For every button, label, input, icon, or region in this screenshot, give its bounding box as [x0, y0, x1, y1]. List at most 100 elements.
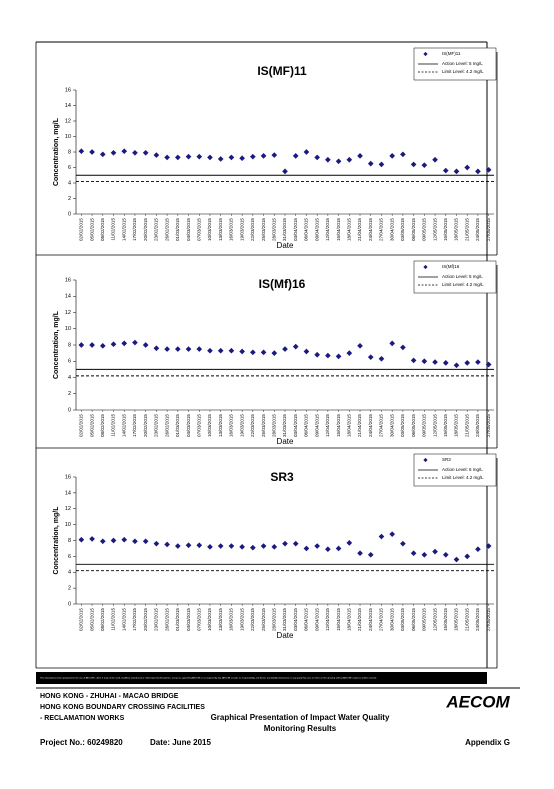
data-point [410, 357, 417, 364]
x-tick-label: 04/03/2015 [186, 218, 191, 241]
x-tick-label: 13/03/2015 [218, 218, 223, 241]
legend-label: Limit Level: 4.2 mg/L [442, 69, 484, 74]
y-tick-label: 0 [68, 407, 71, 413]
x-tick-label: 06/04/2015 [304, 608, 309, 631]
data-point [485, 166, 492, 173]
y-tick-label: 2 [68, 391, 71, 397]
data-point [228, 154, 235, 161]
x-tick-label: 03/05/2015 [400, 608, 405, 631]
data-point [110, 537, 117, 544]
x-tick-label: 27/05/2015 [486, 414, 491, 437]
data-point [314, 351, 320, 358]
x-tick-label: 18/04/2015 [347, 414, 352, 437]
x-tick-label: 10/03/2015 [207, 414, 212, 437]
data-point [303, 348, 310, 355]
x-tick-label: 03/04/2015 [293, 608, 298, 631]
data-point [132, 339, 138, 346]
project-line: HONG KONG - ZHUHAI - MACAO BRIDGE [40, 693, 179, 700]
data-point [110, 341, 117, 348]
project-no: Project No.: 60249820 [40, 738, 123, 747]
x-tick-label: 02/02/2015 [79, 608, 84, 631]
x-tick-label: 05/02/2015 [89, 414, 94, 437]
data-point [260, 153, 267, 159]
project-line: HONG KONG BOUNDARY CROSSING FACILITIES [40, 704, 205, 711]
x-tick-label: 19/03/2015 [239, 218, 244, 241]
x-axis-label: Date [277, 631, 294, 640]
y-tick-label: 4 [68, 570, 71, 576]
x-tick-label: 12/04/2015 [325, 608, 330, 631]
x-tick-label: 25/03/2015 [261, 608, 266, 631]
x-tick-label: 14/02/2015 [121, 608, 126, 631]
legend-label: Action Level: 5 mg/L [442, 61, 483, 66]
data-point [367, 551, 374, 558]
data-point [475, 168, 481, 175]
data-point [442, 551, 449, 558]
data-point [121, 536, 128, 543]
data-point [475, 359, 481, 365]
x-tick-label: 09/05/2015 [422, 608, 427, 631]
x-tick-label: 02/02/2015 [79, 414, 84, 437]
x-tick-label: 09/05/2015 [422, 218, 427, 241]
y-tick-label: 14 [65, 294, 71, 300]
data-point [78, 342, 85, 348]
x-tick-label: 03/04/2015 [293, 414, 298, 437]
x-tick-label: 18/05/2015 [454, 608, 459, 631]
x-tick-label: 09/04/2015 [314, 218, 319, 241]
data-point [367, 160, 374, 167]
data-point [485, 361, 492, 368]
x-tick-label: 24/05/2015 [475, 218, 480, 241]
x-tick-label: 06/04/2015 [304, 218, 309, 241]
date: Date: June 2015 [150, 738, 211, 747]
x-tick-label: 10/03/2015 [207, 218, 212, 241]
x-tick-label: 25/03/2015 [261, 218, 266, 241]
y-tick-label: 2 [68, 586, 71, 592]
data-point [250, 153, 256, 160]
report-title: Monitoring Results [264, 724, 337, 733]
x-tick-label: 23/02/2015 [154, 218, 159, 241]
data-point [292, 343, 299, 350]
chart-title: IS(Mf)16 [259, 277, 306, 291]
x-tick-label: 05/02/2015 [89, 218, 94, 241]
x-tick-label: 16/03/2015 [229, 218, 234, 241]
data-point [99, 538, 106, 545]
y-tick-label: 8 [68, 342, 71, 348]
data-point [464, 553, 471, 560]
y-tick-label: 6 [68, 554, 71, 560]
y-axis-label: Concentration, mg/L [53, 117, 60, 186]
data-point [89, 342, 95, 348]
data-point [164, 346, 170, 352]
x-tick-label: 12/04/2015 [325, 414, 330, 437]
y-tick-label: 14 [65, 103, 71, 109]
x-tick-label: 12/04/2015 [325, 218, 330, 241]
data-point [346, 156, 353, 163]
x-tick-label: 26/02/2015 [164, 414, 169, 437]
data-point [432, 359, 438, 365]
y-tick-label: 2 [68, 196, 71, 202]
x-tick-label: 06/04/2015 [304, 414, 309, 437]
chart-title: SR3 [270, 470, 294, 484]
data-point [207, 544, 213, 550]
x-tick-label: 16/03/2015 [229, 608, 234, 631]
data-point [78, 148, 85, 155]
x-tick-label: 01/03/2015 [175, 414, 180, 437]
y-tick-label: 10 [65, 134, 71, 140]
data-point [421, 162, 428, 169]
y-tick-label: 14 [65, 490, 71, 496]
x-tick-label: 28/03/2015 [272, 414, 277, 437]
x-tick-label: 24/05/2015 [475, 414, 480, 437]
data-point [174, 543, 181, 549]
y-tick-label: 4 [68, 375, 71, 381]
data-point [185, 153, 192, 160]
data-point [335, 545, 342, 552]
data-point [400, 344, 406, 351]
x-tick-label: 19/03/2015 [239, 414, 244, 437]
x-tick-label: 01/03/2015 [175, 608, 180, 631]
data-point [153, 345, 160, 352]
data-point [282, 168, 288, 175]
legend-label: Limit Level: 4.2 mg/L [442, 282, 484, 287]
data-point [142, 342, 149, 348]
data-point [271, 152, 278, 158]
data-point [367, 354, 374, 361]
x-tick-label: 15/04/2015 [336, 218, 341, 241]
